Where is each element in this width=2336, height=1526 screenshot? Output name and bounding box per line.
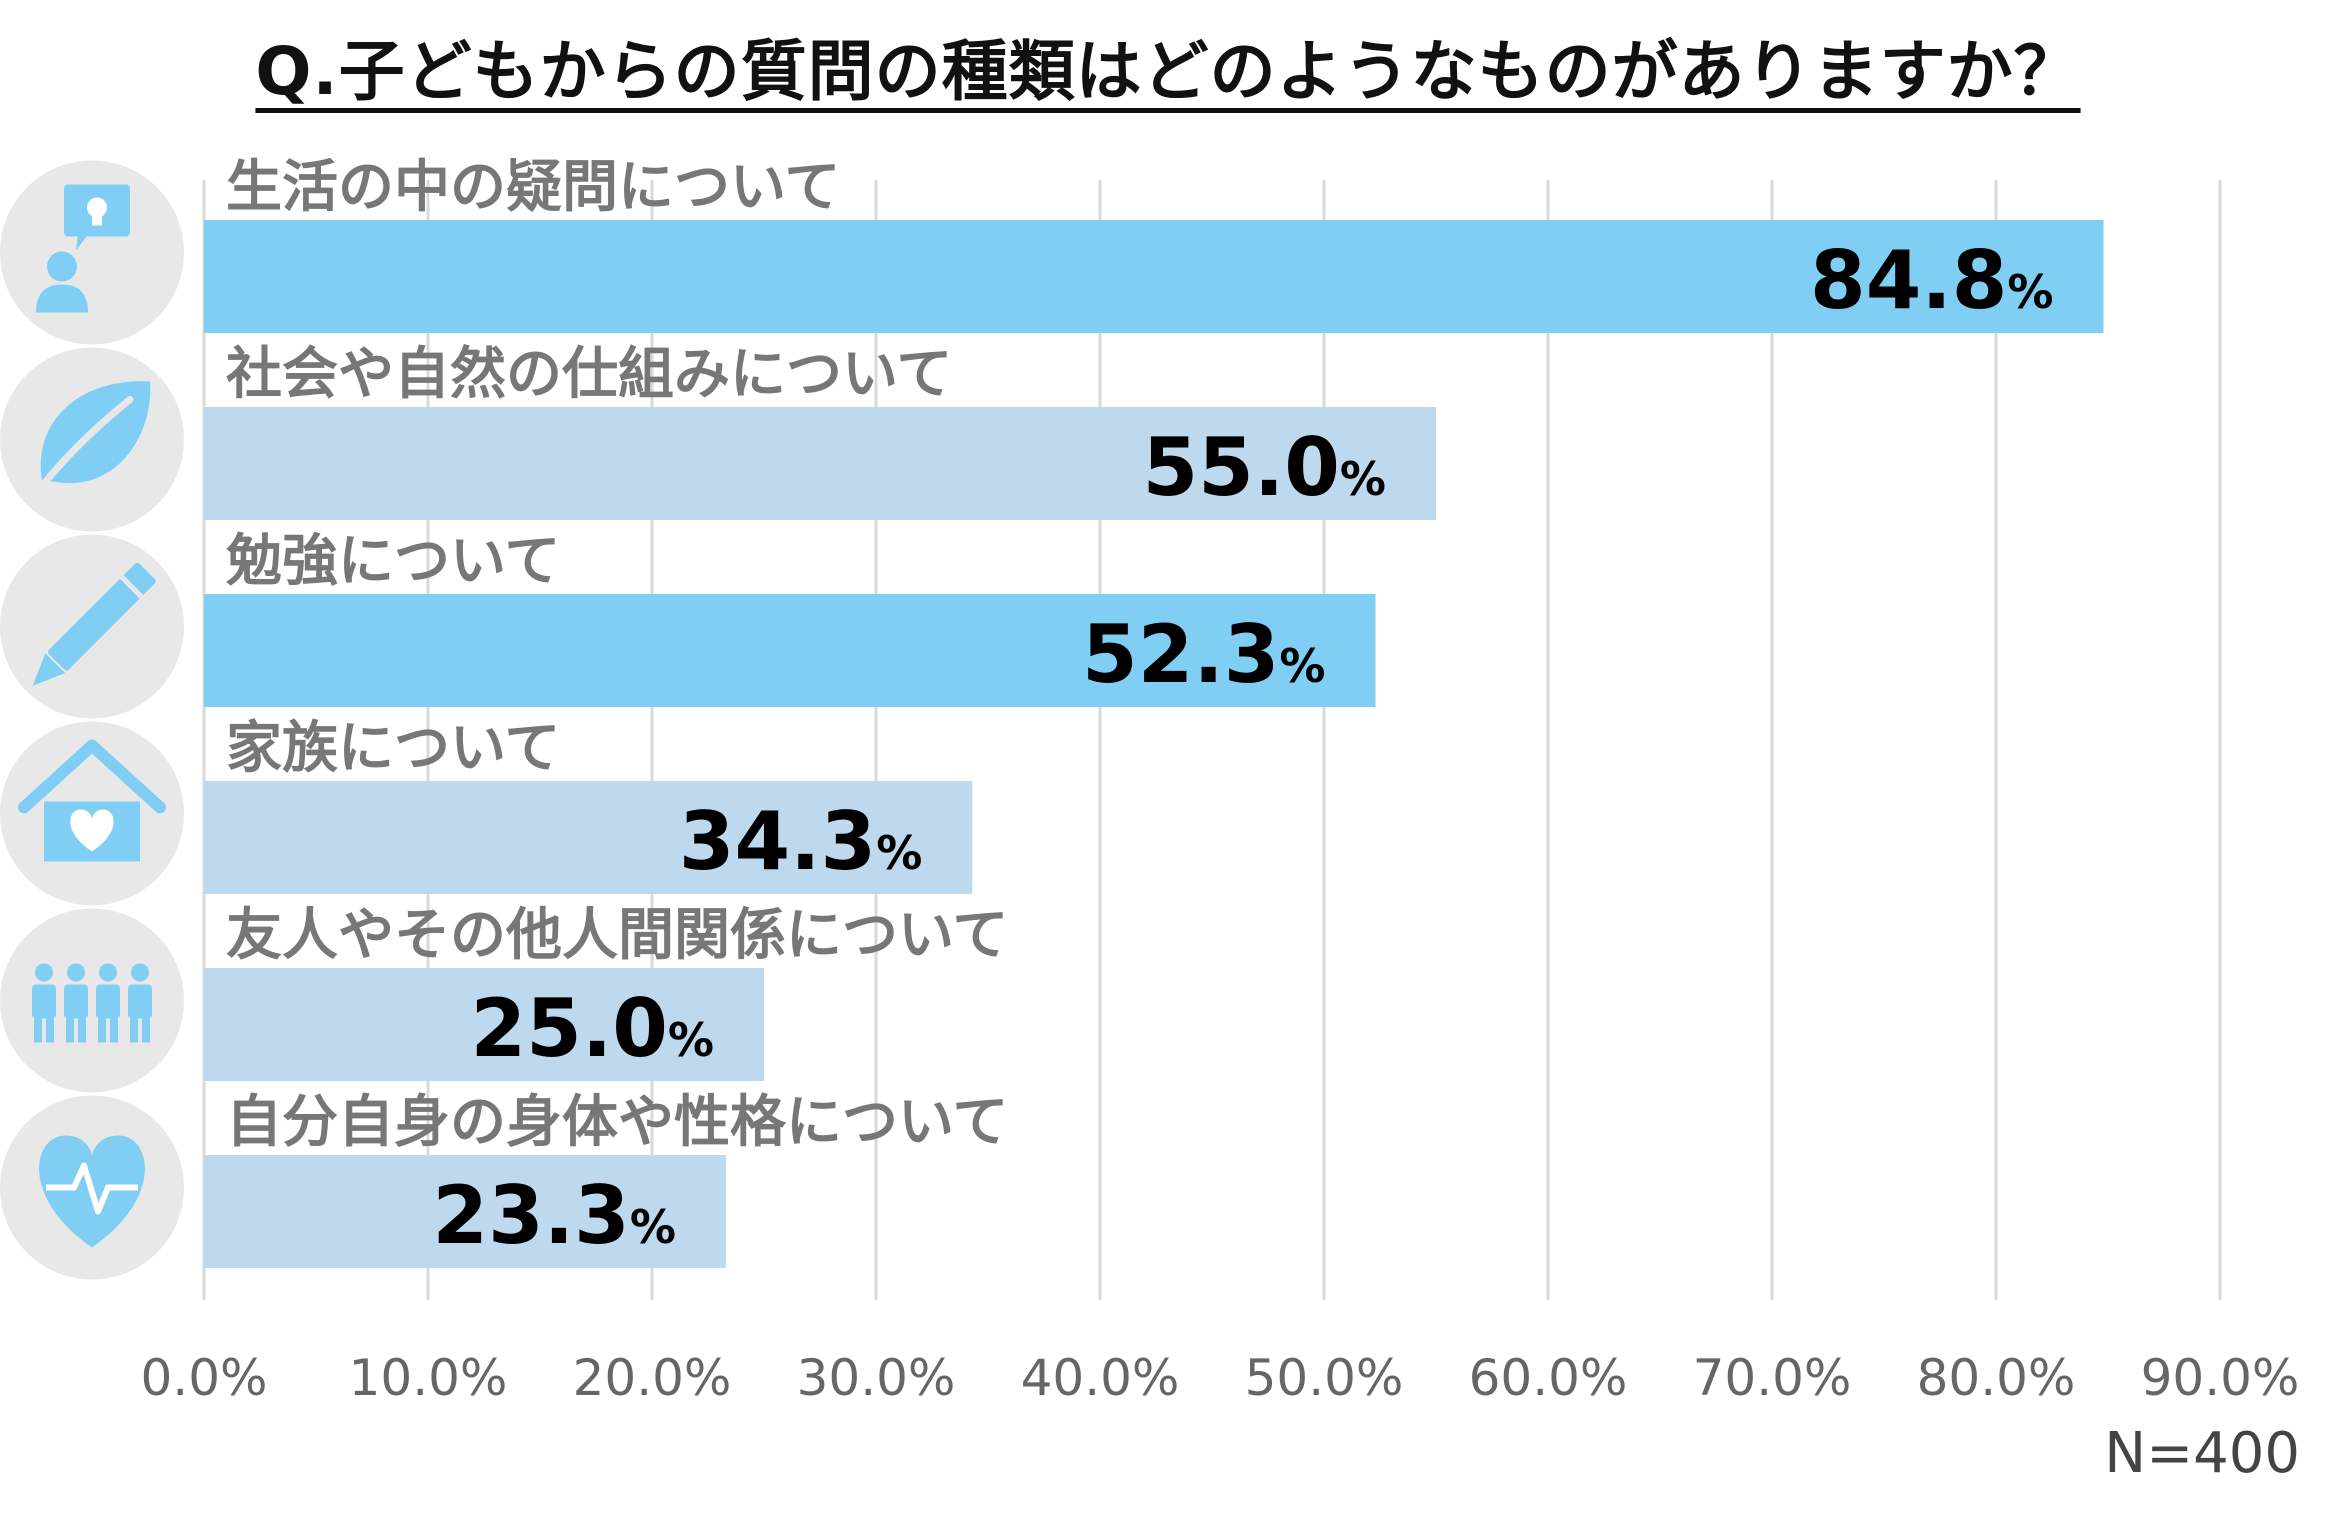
x-tick-label: 0.0% <box>140 1349 267 1407</box>
person-idea-icon <box>0 160 184 345</box>
bar <box>204 594 1376 707</box>
tick-layer: 0.0% 10.0% 20.0% 30.0% 40.0% 50.0% 60.0% 70.0% 8… <box>140 1349 2299 1407</box>
bar <box>204 407 1436 520</box>
grid-layer <box>202 180 2222 1300</box>
category-label: 家族について <box>226 716 560 781</box>
value-percent-sign: % <box>668 1013 714 1067</box>
value-label: 84.8% <box>1810 234 2053 327</box>
x-tick-label: 60.0% <box>1469 1349 1628 1407</box>
chart-title-text: Q.子どもからの質問の種類はどのようなものがありますか？ <box>255 33 2081 110</box>
value-percent-sign: % <box>1340 452 1386 506</box>
value-number: 52.3 <box>1082 608 1279 701</box>
bar-layer: 生活の中の疑問について 84.8% 社会や自然の仕組みについて 55.0% 勉強について… <box>204 155 2104 1268</box>
value-percent-sign: % <box>2007 265 2053 319</box>
x-tick-label: 40.0% <box>1021 1349 1180 1407</box>
people-icon <box>0 908 184 1093</box>
value-percent-sign: % <box>1279 639 1325 693</box>
value-number: 55.0 <box>1143 421 1340 514</box>
x-tick-label: 90.0% <box>2141 1349 2300 1407</box>
icon-layer <box>0 160 184 1280</box>
pencil-icon <box>0 534 184 719</box>
value-number: 84.8 <box>1810 234 2007 327</box>
house-heart-icon <box>0 721 184 906</box>
chart-title: Q.子どもからの質問の種類はどのようなものがありますか？ <box>0 18 2336 114</box>
x-tick-label: 10.0% <box>349 1349 508 1407</box>
category-label: 生活の中の疑問について <box>226 155 840 220</box>
value-percent-sign: % <box>630 1200 676 1254</box>
value-label: 25.0% <box>471 982 714 1075</box>
bar <box>204 220 2104 333</box>
sample-size-label: N=400 <box>2104 1421 2300 1486</box>
leaf-icon <box>0 347 184 532</box>
bar <box>204 968 764 1081</box>
x-tick-label: 20.0% <box>573 1349 732 1407</box>
x-tick-label: 30.0% <box>797 1349 956 1407</box>
bar <box>204 1155 726 1268</box>
value-percent-sign: % <box>876 826 922 880</box>
category-label: 友人やその他人間関係について <box>226 903 1008 968</box>
x-tick-label: 80.0% <box>1917 1349 2076 1407</box>
value-number: 25.0 <box>471 982 668 1075</box>
value-number: 23.3 <box>432 1169 629 1262</box>
bar <box>204 781 973 894</box>
x-tick-label: 70.0% <box>1693 1349 1852 1407</box>
value-label: 34.3% <box>679 795 922 888</box>
category-label: 自分自身の身体や性格について <box>226 1090 1008 1155</box>
value-number: 34.3 <box>679 795 876 888</box>
category-label: 勉強について <box>226 529 560 594</box>
value-label: 55.0% <box>1143 421 1386 514</box>
value-label: 23.3% <box>432 1169 675 1262</box>
heart-pulse-icon <box>0 1095 184 1280</box>
value-label: 52.3% <box>1082 608 1325 701</box>
x-tick-label: 50.0% <box>1245 1349 1404 1407</box>
category-label: 社会や自然の仕組みについて <box>226 342 952 407</box>
